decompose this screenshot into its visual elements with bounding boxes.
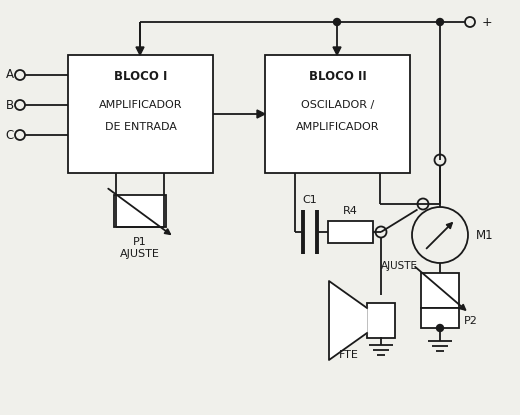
Text: B: B: [6, 98, 14, 112]
Circle shape: [333, 19, 341, 25]
Text: P1: P1: [133, 237, 147, 247]
Bar: [265, 55, 410, 173]
Polygon shape: [329, 281, 367, 360]
Text: OSCILADOR /: OSCILADOR /: [301, 100, 374, 110]
Bar: [328, 221, 373, 243]
Text: C: C: [6, 129, 14, 142]
Text: DE ENTRADA: DE ENTRADA: [105, 122, 176, 132]
Text: AJUSTE: AJUSTE: [381, 261, 418, 271]
Circle shape: [436, 19, 444, 25]
Text: M1: M1: [476, 229, 493, 242]
Bar: [114, 195, 166, 227]
Text: BLOCO I: BLOCO I: [114, 71, 167, 83]
Circle shape: [436, 325, 444, 332]
Bar: [421, 273, 459, 308]
Text: AJUSTE: AJUSTE: [120, 249, 160, 259]
Polygon shape: [333, 47, 341, 55]
Text: FTE: FTE: [339, 350, 359, 360]
Text: C1: C1: [303, 195, 317, 205]
Bar: [421, 308, 459, 328]
Text: AMPLIFICADOR: AMPLIFICADOR: [296, 122, 379, 132]
Text: R4: R4: [343, 206, 357, 216]
Polygon shape: [136, 47, 144, 55]
Polygon shape: [257, 110, 265, 118]
Text: BLOCO II: BLOCO II: [309, 71, 367, 83]
Text: +: +: [482, 15, 492, 29]
Text: A: A: [6, 68, 14, 81]
Bar: [68, 55, 213, 173]
Bar: [367, 303, 395, 338]
Text: AMPLIFICADOR: AMPLIFICADOR: [99, 100, 182, 110]
Text: P2: P2: [464, 316, 478, 326]
